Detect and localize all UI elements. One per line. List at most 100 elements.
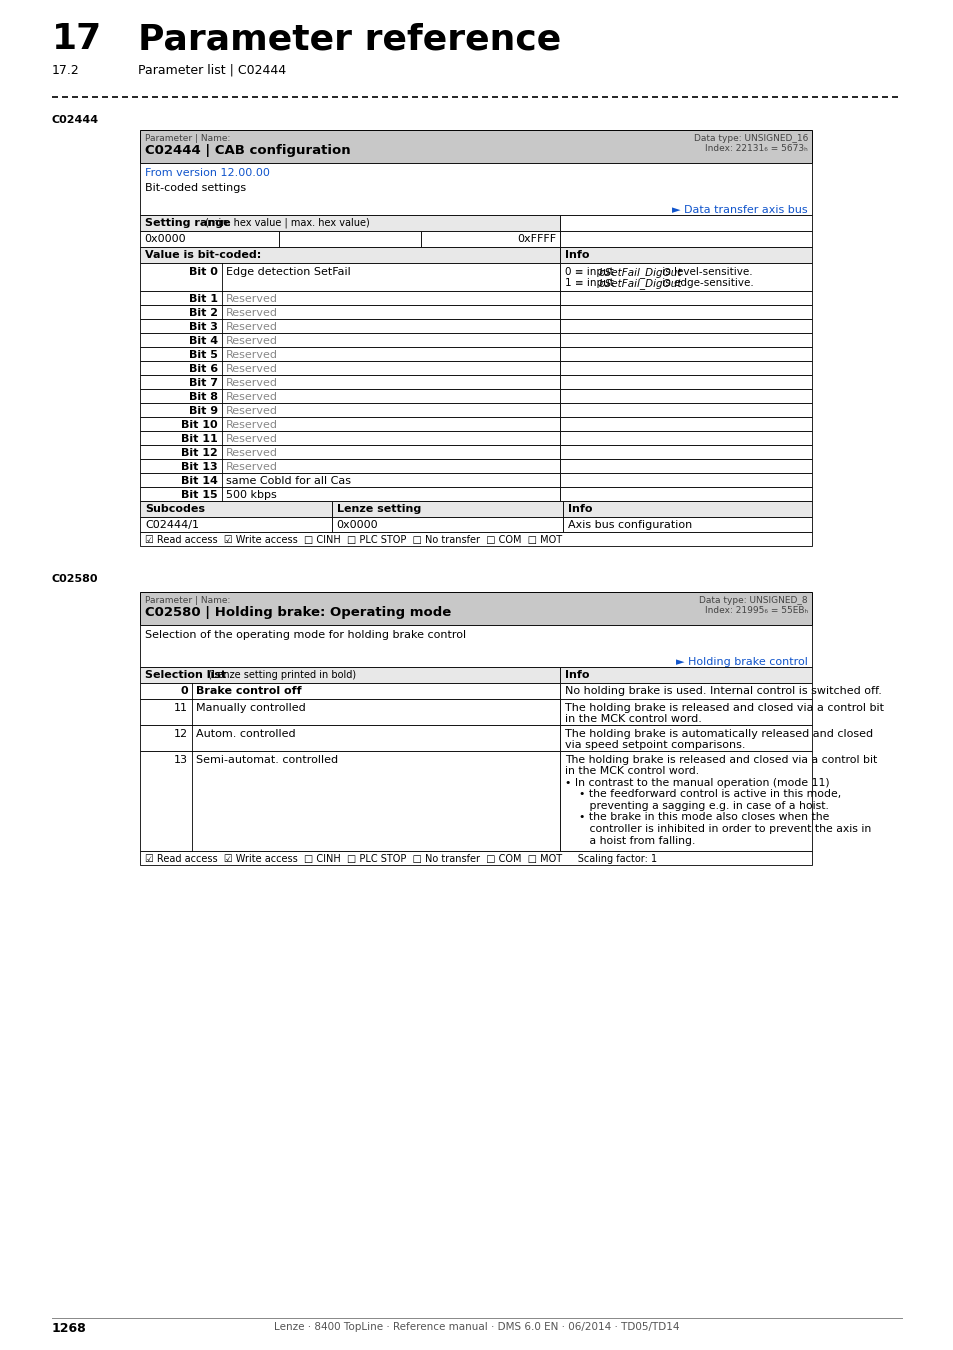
Text: Bit 7: Bit 7 <box>189 378 218 387</box>
Bar <box>140 360 559 375</box>
Text: Axis bus configuration: Axis bus configuration <box>568 520 692 531</box>
Text: C02580: C02580 <box>52 574 98 585</box>
Text: ► Holding brake control: ► Holding brake control <box>676 657 807 667</box>
Text: Bit 13: Bit 13 <box>181 462 218 472</box>
Bar <box>140 305 559 319</box>
Text: Bit 10: Bit 10 <box>181 420 218 431</box>
Bar <box>559 417 811 431</box>
Bar <box>140 501 332 517</box>
Text: Index: 21995₆ = 55EBₕ: Index: 21995₆ = 55EBₕ <box>704 606 807 616</box>
Text: No holding brake is used. Internal control is switched off.: No holding brake is used. Internal contr… <box>564 686 881 697</box>
Text: Bit 15: Bit 15 <box>181 490 218 500</box>
Text: C02444 | CAB configuration: C02444 | CAB configuration <box>145 144 351 157</box>
Text: Reserved: Reserved <box>226 433 277 444</box>
Bar <box>559 389 811 404</box>
Text: Info: Info <box>564 670 589 680</box>
Text: The holding brake is automatically released and closed: The holding brake is automatically relea… <box>564 729 872 738</box>
Text: Bit 4: Bit 4 <box>189 336 218 346</box>
Bar <box>559 347 811 360</box>
Text: 0: 0 <box>180 686 188 697</box>
Text: is level-sensitive.: is level-sensitive. <box>659 267 752 277</box>
Text: C02580 | Holding brake: Operating mode: C02580 | Holding brake: Operating mode <box>145 606 451 620</box>
Text: Bit 0: Bit 0 <box>189 267 218 277</box>
Text: Value is bit-coded:: Value is bit-coded: <box>145 250 261 261</box>
Bar <box>559 375 811 389</box>
Text: 0x0000: 0x0000 <box>144 234 186 244</box>
Bar <box>140 431 559 446</box>
Bar <box>140 375 559 389</box>
Text: ☑ Read access  ☑ Write access  □ CINH  □ PLC STOP  □ No transfer  □ COM  □ MOT: ☑ Read access ☑ Write access □ CINH □ PL… <box>145 535 561 545</box>
Text: Reserved: Reserved <box>226 392 277 402</box>
Bar <box>559 231 811 247</box>
Bar <box>559 725 811 751</box>
Text: a hoist from falling.: a hoist from falling. <box>564 836 695 845</box>
Bar <box>559 431 811 446</box>
Text: Reserved: Reserved <box>226 420 277 431</box>
Bar <box>563 517 811 532</box>
Bar <box>421 231 559 247</box>
Bar <box>140 593 811 625</box>
Bar <box>140 667 559 683</box>
Text: in the MCK control word.: in the MCK control word. <box>564 714 701 724</box>
Bar <box>559 459 811 472</box>
Bar <box>559 699 811 725</box>
Text: • the feedforward control is active in this mode,: • the feedforward control is active in t… <box>564 790 841 799</box>
Bar <box>559 667 811 683</box>
Text: Subcodes: Subcodes <box>145 504 205 514</box>
Bar <box>559 292 811 305</box>
Text: 17: 17 <box>52 22 102 55</box>
Bar <box>140 725 559 751</box>
Bar <box>559 751 811 850</box>
Bar <box>140 333 559 347</box>
Text: • In contrast to the manual operation (mode 11): • In contrast to the manual operation (m… <box>564 778 829 788</box>
Text: controller is inhibited in order to prevent the axis in: controller is inhibited in order to prev… <box>564 824 870 834</box>
Text: Bit 2: Bit 2 <box>189 308 218 319</box>
Text: Bit 3: Bit 3 <box>189 323 218 332</box>
Bar <box>140 446 559 459</box>
Text: Reserved: Reserved <box>226 462 277 472</box>
Text: The holding brake is released and closed via a control bit: The holding brake is released and closed… <box>564 703 883 713</box>
Bar <box>140 417 559 431</box>
Text: Selection of the operating mode for holding brake control: Selection of the operating mode for hold… <box>145 630 466 640</box>
Text: C02444: C02444 <box>52 115 99 126</box>
Bar <box>332 501 563 517</box>
Text: via speed setpoint comparisons.: via speed setpoint comparisons. <box>564 740 744 751</box>
Text: (min. hex value | max. hex value): (min. hex value | max. hex value) <box>202 217 370 228</box>
Text: 11: 11 <box>173 703 188 713</box>
Text: Reserved: Reserved <box>226 308 277 319</box>
Text: The holding brake is released and closed via a control bit: The holding brake is released and closed… <box>564 755 877 765</box>
Bar <box>140 459 559 472</box>
Bar <box>140 247 559 263</box>
Bar <box>140 215 559 231</box>
Text: Bit 6: Bit 6 <box>189 364 218 374</box>
Bar <box>278 231 421 247</box>
Bar <box>140 347 559 360</box>
Bar <box>140 532 811 545</box>
Text: Lenze · 8400 TopLine · Reference manual · DMS 6.0 EN · 06/2014 · TD05/TD14: Lenze · 8400 TopLine · Reference manual … <box>274 1322 679 1332</box>
Bar <box>140 404 559 417</box>
Text: Info: Info <box>564 250 589 261</box>
Text: Info: Info <box>568 504 592 514</box>
Bar <box>559 319 811 333</box>
Bar <box>140 472 559 487</box>
Bar <box>559 247 811 263</box>
Bar <box>140 683 559 699</box>
Text: 500 kbps: 500 kbps <box>226 490 276 500</box>
Bar <box>563 501 811 517</box>
Text: Lenze setting: Lenze setting <box>336 504 420 514</box>
Text: Manually controlled: Manually controlled <box>195 703 305 713</box>
Bar <box>332 517 563 532</box>
Bar <box>140 699 559 725</box>
Text: Reserved: Reserved <box>226 323 277 332</box>
Text: Parameter | Name:: Parameter | Name: <box>145 595 230 605</box>
Bar <box>559 446 811 459</box>
Bar <box>140 263 559 292</box>
Text: bSetFail_DigOut: bSetFail_DigOut <box>598 267 681 278</box>
Bar <box>140 319 559 333</box>
Text: 0 ≡ input: 0 ≡ input <box>564 267 617 277</box>
Text: Semi-automat. controlled: Semi-automat. controlled <box>195 755 337 765</box>
Text: From version 12.00.00: From version 12.00.00 <box>145 167 270 178</box>
Text: Reserved: Reserved <box>226 448 277 458</box>
Text: Selection list: Selection list <box>145 670 226 680</box>
Text: 1 ≡ input: 1 ≡ input <box>564 278 617 288</box>
